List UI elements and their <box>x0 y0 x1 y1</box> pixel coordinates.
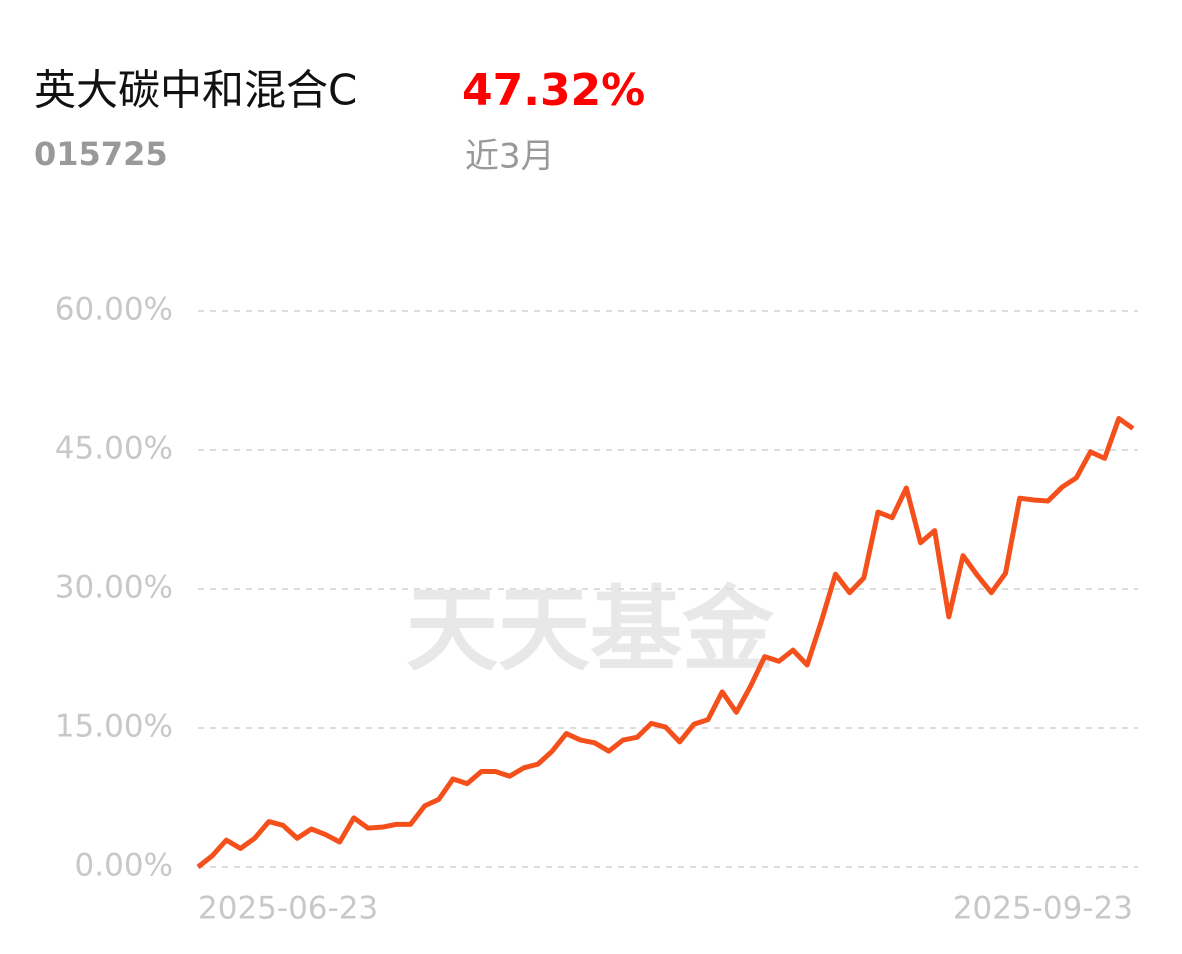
fund-code: 015725 <box>34 135 168 173</box>
y-tick-label: 60.00% <box>55 292 173 328</box>
line <box>196 415 1135 869</box>
y-tick-label: 15.00% <box>55 709 173 745</box>
x-tick-label: 2025-06-23 <box>198 891 378 927</box>
y-tick-label: 30.00% <box>55 570 173 606</box>
return: 47.32% <box>462 65 645 116</box>
fund-name: 英大碳中和混合C <box>34 66 357 115</box>
y-tick-label: 45.00% <box>55 431 173 467</box>
period: 近3月 <box>465 137 555 177</box>
watermark: 天天基金 <box>406 576 775 683</box>
y-tick-label: 0.00% <box>75 848 173 884</box>
x-tick-label: 2025-09-23 <box>953 891 1133 927</box>
